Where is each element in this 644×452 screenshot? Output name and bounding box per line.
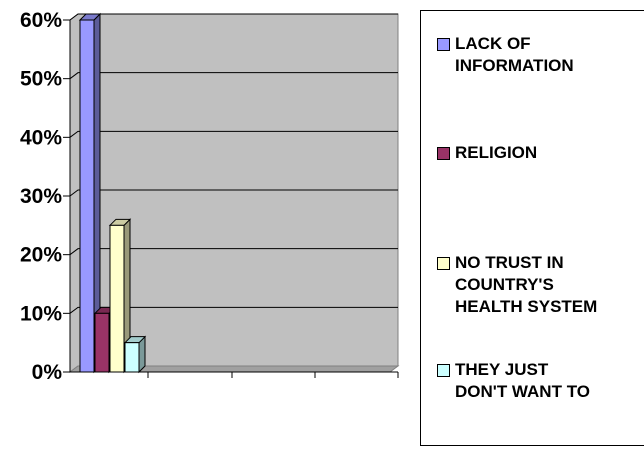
gridlines (69, 13, 398, 314)
legend-label: LACK OF INFORMATION (455, 34, 574, 75)
legend-item-dont-want-to: THEY JUST DON'T WANT TO (437, 359, 590, 403)
y-tick-label: 50% (20, 68, 62, 91)
bar-front (94, 312, 110, 373)
legend-item-religion: RELIGION (437, 142, 537, 164)
y-tick-label: 60% (20, 9, 62, 32)
legend-label: THEY JUST DON'T WANT TO (455, 360, 590, 401)
legend-swatch (437, 38, 450, 51)
legend-swatch (437, 257, 450, 270)
legend-swatch (437, 147, 450, 160)
gridline (69, 189, 398, 197)
bar-4 (123, 335, 147, 374)
gridline (69, 72, 398, 80)
legend: LACK OF INFORMATION RELIGION NO TRUST IN… (420, 10, 644, 446)
legend-label: NO TRUST IN COUNTRY'S HEALTH SYSTEM (455, 253, 598, 316)
y-tick-label: 0% (32, 361, 63, 384)
bar-1 (78, 12, 102, 374)
y-tick-label: 10% (20, 302, 62, 325)
y-tick-label: 40% (20, 126, 62, 149)
gridline (69, 248, 398, 256)
gridline (69, 130, 398, 138)
bar-front (79, 19, 95, 373)
y-tick-label: 20% (20, 244, 62, 267)
y-axis-tick-labels: 0% 10% 20% 30% 40% 50% 60% (20, 9, 62, 384)
bars (78, 12, 147, 374)
bar-chart: 0% 10% 20% 30% 40% 50% 60% (20, 9, 400, 384)
legend-label: RELIGION (455, 143, 538, 162)
bar-3 (108, 218, 132, 374)
bar-front (124, 342, 140, 373)
y-tick-label: 30% (20, 185, 62, 208)
gridline (69, 306, 398, 314)
bar-front (109, 224, 125, 373)
gridline (69, 13, 398, 21)
legend-swatch (437, 364, 450, 377)
legend-item-no-trust: NO TRUST IN COUNTRY'S HEALTH SYSTEM (437, 252, 597, 318)
legend-item-lack-of-information: LACK OF INFORMATION (437, 33, 574, 77)
